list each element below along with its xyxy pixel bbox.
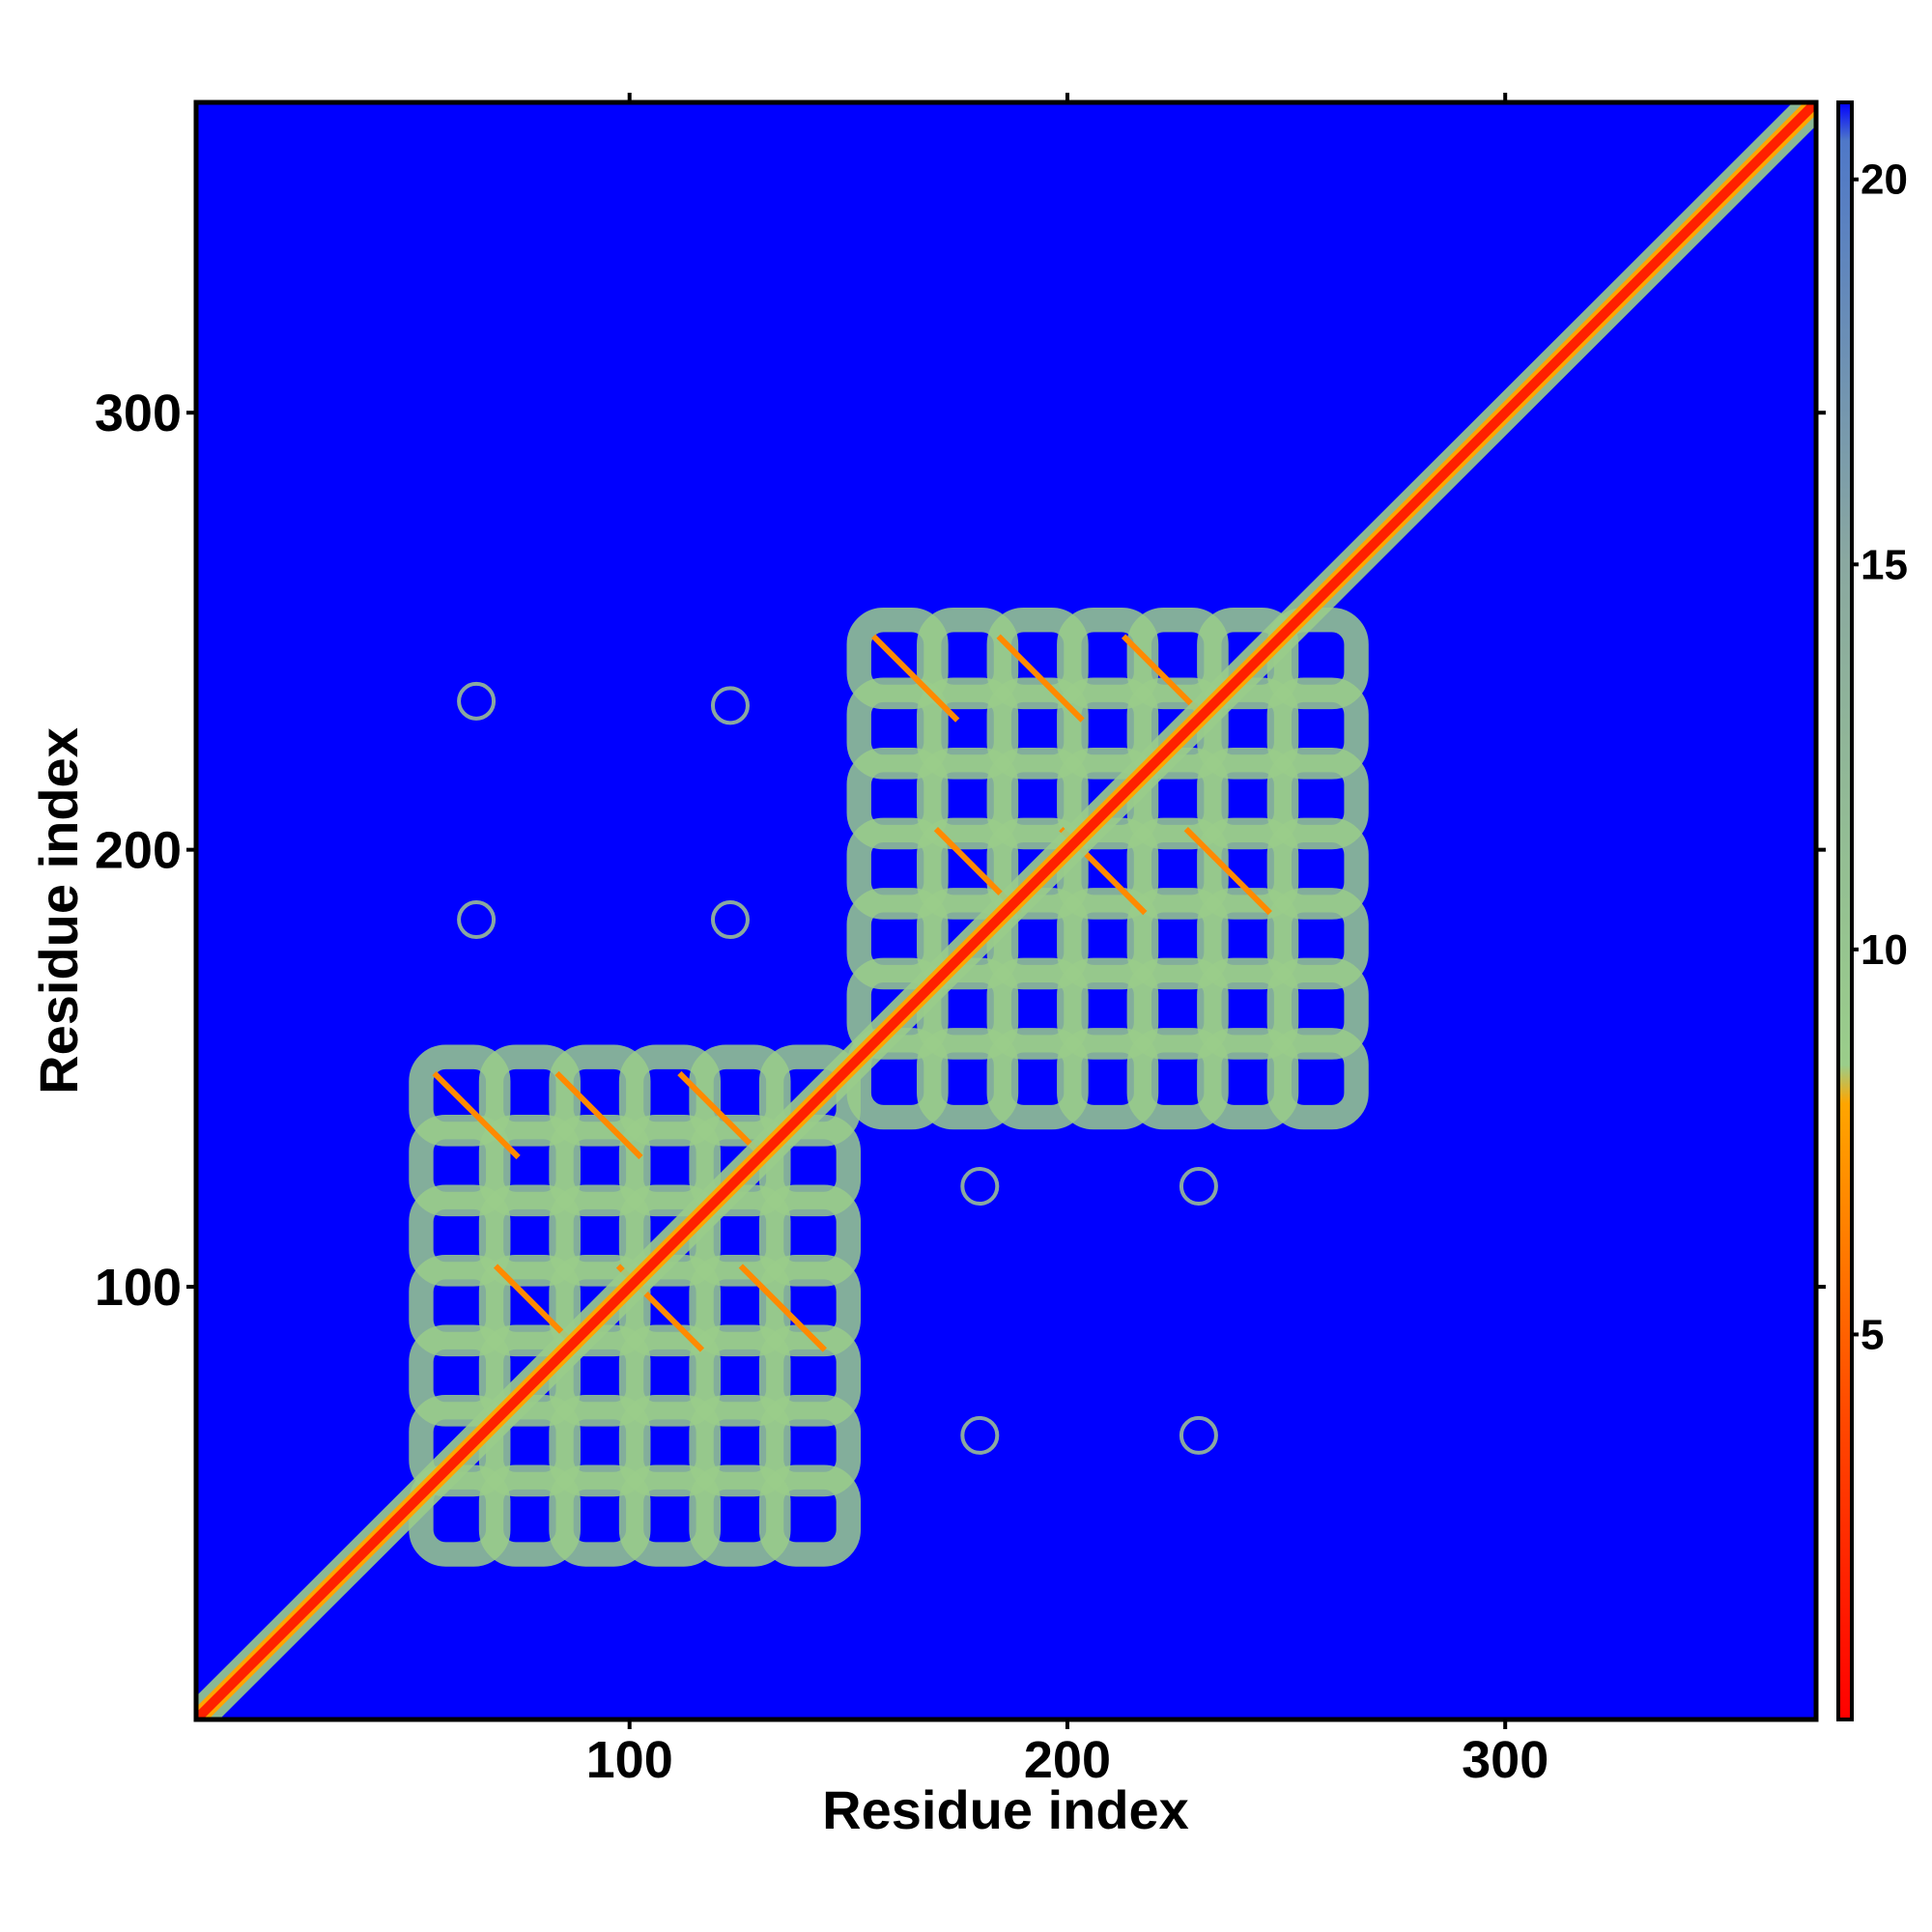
heatmap-plot-area <box>193 99 1819 1722</box>
colorbar-tick-label: 5 <box>1861 1311 1884 1358</box>
contact-cell <box>1266 1028 1369 1130</box>
contact-strand <box>554 1070 643 1160</box>
contact-strand <box>432 1070 521 1160</box>
y-tick-label: 100 <box>95 1259 182 1317</box>
contact-strand <box>871 634 960 723</box>
small-contact <box>710 900 750 940</box>
y-axis: 100 200 300 <box>95 384 1826 1317</box>
x-tick-label: 100 <box>586 1731 673 1789</box>
contact-strand <box>996 634 1085 723</box>
contact-strand <box>677 1070 766 1160</box>
colorbar: 5 10 15 20 <box>1836 100 1908 1721</box>
y-tick-label: 200 <box>95 822 182 880</box>
small-contact <box>1179 1415 1218 1455</box>
diagonal-band-core <box>196 102 1816 1719</box>
small-contact <box>960 1167 1000 1207</box>
x-tick-label: 300 <box>1462 1731 1548 1789</box>
heatmap-cells <box>196 102 1816 1719</box>
contact-block-2 <box>846 608 1369 1130</box>
x-axis: 100 200 300 <box>586 93 1548 1789</box>
small-contact <box>1179 1167 1218 1207</box>
colorbar-tick-label: 20 <box>1861 156 1908 204</box>
plot-frame <box>193 99 1819 1722</box>
colorbar-tick-label: 15 <box>1861 541 1908 588</box>
contact-strand <box>1183 826 1272 916</box>
x-tick-label: 200 <box>1024 1731 1111 1789</box>
y-tick-label: 300 <box>95 384 182 442</box>
colorbar-ticks: 5 10 15 20 <box>1852 156 1908 1358</box>
contact-cell <box>758 1464 862 1567</box>
colorbar-scale <box>1836 100 1854 1721</box>
small-contact <box>457 900 497 940</box>
x-axis-title: Residue index <box>822 1779 1189 1840</box>
small-contact <box>457 681 497 721</box>
y-axis-title: Residue index <box>28 727 89 1094</box>
colorbar-tick-label: 10 <box>1861 926 1908 974</box>
contact-strand <box>738 1264 827 1352</box>
small-contact <box>960 1415 1000 1455</box>
small-contact <box>710 686 750 725</box>
